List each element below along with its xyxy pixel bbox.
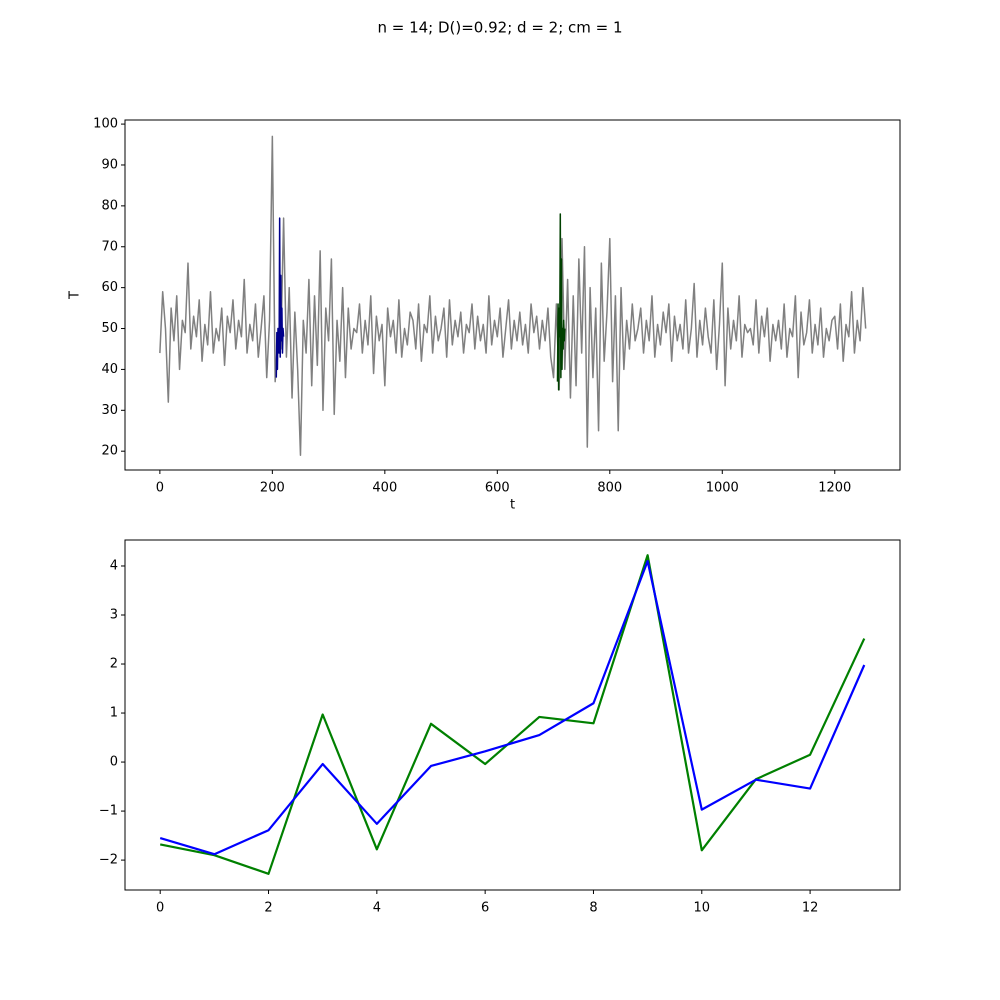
y-tick-label: 4 (110, 558, 118, 573)
x-tick-label: 800 (597, 481, 622, 496)
data-line (159, 559, 866, 856)
x-tick-label: 1200 (818, 481, 851, 496)
x-tick-label: 8 (589, 901, 597, 916)
y-tick-label: −1 (99, 804, 118, 819)
y-tick-label: 80 (101, 198, 118, 213)
data-line (159, 135, 867, 457)
y-tick-label: 2 (110, 657, 118, 672)
y-tick-label: 50 (101, 321, 118, 336)
x-tick-label: 1000 (706, 481, 739, 496)
x-tick-label: 2 (264, 901, 272, 916)
x-tick-label: 400 (372, 481, 397, 496)
y-tick-label: 60 (101, 280, 118, 295)
x-tick-label: 12 (802, 901, 819, 916)
y-axis-label: T (68, 291, 83, 300)
y-tick-label: 40 (101, 362, 118, 377)
data-line (159, 554, 866, 875)
data-line (275, 217, 285, 378)
x-tick-label: 6 (481, 901, 489, 916)
x-tick-label: 200 (260, 481, 285, 496)
figure-title: n = 14; D()=0.92; d = 2; cm = 1 (377, 19, 622, 37)
data-line (556, 213, 566, 391)
y-tick-label: 20 (101, 444, 118, 459)
x-tick-label: 4 (373, 901, 381, 916)
axes-frame (124, 539, 901, 891)
y-tick-label: 70 (101, 239, 118, 254)
axes-frame (124, 119, 901, 471)
y-tick-label: −2 (99, 853, 118, 868)
x-tick-label: 0 (156, 481, 164, 496)
x-tick-label: 0 (156, 901, 164, 916)
y-tick-label: 1 (110, 706, 118, 721)
x-tick-label: 600 (485, 481, 510, 496)
y-tick-label: 90 (101, 157, 118, 172)
x-tick-label: 10 (694, 901, 711, 916)
y-tick-label: 100 (93, 117, 118, 132)
y-tick-label: 0 (110, 755, 118, 770)
x-axis-label: t (510, 498, 515, 513)
y-tick-label: 30 (101, 403, 118, 418)
y-tick-label: 3 (110, 608, 118, 623)
